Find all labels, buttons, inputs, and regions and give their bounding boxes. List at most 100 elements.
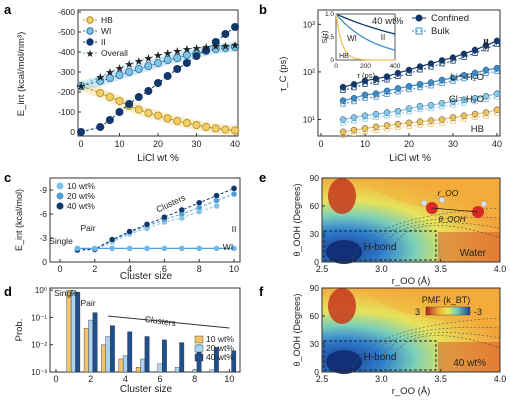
panel-a-line-hb <box>80 85 236 131</box>
panel-f-xlabel: r_OO (Å) <box>392 386 431 397</box>
panel-b-point-bulk <box>373 127 379 133</box>
panel-b-point-bulk <box>439 120 445 126</box>
panel-b-point-bulk <box>417 85 423 91</box>
panel-b-point-bulk <box>428 121 434 127</box>
panel-b-point-bulk <box>439 61 445 67</box>
panel-f-colorbar-min: 3 <box>415 307 420 317</box>
panel-f-colorbar-max: -3 <box>474 307 482 317</box>
panel-a-point-overall: ★ <box>115 63 125 75</box>
panel-b-point-bulk <box>494 110 500 116</box>
panel-f-heatmap-max <box>328 288 356 324</box>
panel-e-xtick-label: 3.0 <box>375 264 388 274</box>
panel-c-point <box>195 199 203 207</box>
panel-f-annot-40wt: 40 wt% <box>453 358 486 369</box>
panel-a-point-hb <box>230 126 239 135</box>
panel-a-point-ii <box>221 29 230 38</box>
panel-letter-d: d <box>4 284 12 299</box>
panel-b-point-bulk <box>340 101 346 107</box>
panel-f-xtick-label: 3.0 <box>375 374 388 384</box>
panel-b-legend-bulk: Bulk <box>431 26 450 37</box>
panel-a-point-overall: ★ <box>201 42 211 54</box>
panel-e-contour <box>387 225 501 263</box>
panel-a-point-overall: ★ <box>153 50 163 62</box>
panel-e-ytick-label: 0 <box>314 257 319 267</box>
panel-f-ytick-label: 60 <box>310 311 320 321</box>
panel-b-point-bulk <box>384 113 390 119</box>
panel-d-annot-pair: Pair <box>80 298 95 308</box>
panel-f-xtick-label: 4.0 <box>494 374 507 384</box>
panel-a-legend-label: II <box>101 37 106 47</box>
panel-d-xtick-label: 10 <box>224 374 234 384</box>
panel-b-legend-marker <box>415 14 423 22</box>
panel-f-colorbar-label: PMF (k_BT) <box>422 295 471 305</box>
panel-b-point-bulk <box>351 98 357 105</box>
panel-letter-e: e <box>259 170 267 185</box>
panel-a-point-hb <box>163 114 172 123</box>
panel-d-xlabel: Cluster size <box>120 384 173 395</box>
panel-c-point <box>230 185 238 192</box>
panel-d-legend-swatch <box>194 344 204 353</box>
panel-d-xtick-label: 8 <box>192 374 197 384</box>
panel-b-xtick-label: 30 <box>448 139 458 149</box>
panel-b-point-bulk <box>494 94 500 100</box>
panel-a-point-wi <box>221 44 230 53</box>
panel-b-point-bulk <box>395 73 401 79</box>
panel-a-point-overall: ★ <box>143 53 153 65</box>
panel-b-series-label-li: Li⁺-H₂O <box>450 72 484 83</box>
panel-b-inset-ytick: 0.5 <box>325 34 334 41</box>
panel-a-point-ii <box>144 87 153 96</box>
panel-a-xtick-label: 10 <box>114 139 124 149</box>
panel-b-point-bulk <box>483 96 489 103</box>
panel-d-cluster-bracket <box>107 315 230 329</box>
panel-b-xtick-label: 10 <box>360 139 370 149</box>
panel-a-point-wi <box>144 62 153 71</box>
panel-d-bar <box>161 339 167 373</box>
panel-c-series-line <box>77 205 217 251</box>
panel-e-hbond-box <box>323 230 437 261</box>
panel-b-point-bulk <box>417 122 423 128</box>
panel-e-annot-water: Water <box>460 248 487 259</box>
panel-c-wi-point <box>213 245 220 252</box>
panel-c-xtick-label: 2 <box>92 264 97 274</box>
panel-d-legend-label: 40 wt% <box>206 352 234 362</box>
panel-c-wi-point <box>92 245 98 252</box>
panel-b-line-bulk <box>342 43 498 91</box>
panel-a-ytick-label: -300 <box>58 67 75 77</box>
panel-d-ytick-label: 10⁰ <box>35 286 47 295</box>
panel-b-legend-confined: Confined <box>431 13 469 24</box>
panel-a-point-hb <box>153 111 162 120</box>
panel-d-bar <box>70 289 76 373</box>
panel-b-xtick-label: 20 <box>404 139 414 149</box>
panel-c-point <box>161 213 168 221</box>
panel-c-series-line <box>77 187 235 251</box>
panel-b-inset-ytick: 1.0 <box>325 11 334 18</box>
panel-a-point-hb <box>182 119 191 128</box>
panel-d-bar <box>144 336 150 373</box>
panel-f-xtick-label: 2.5 <box>316 374 329 384</box>
panel-d-legend-label: 20 wt% <box>206 343 234 353</box>
panel-b-point-bulk <box>395 89 401 95</box>
panel-a-point-overall: ★ <box>134 56 144 68</box>
panel-c-xtick-label: 8 <box>197 264 202 274</box>
panel-e-xtick-label: 3.5 <box>434 264 447 274</box>
panel-a-point-wi <box>125 68 134 77</box>
panel-f-ytick-label: 0 <box>314 367 319 377</box>
panel-b-point-bulk <box>373 114 379 121</box>
panel-a-line-wi <box>80 46 236 87</box>
panel-c-legend-label: 10 wt% <box>67 181 95 191</box>
panel-b-point-bulk <box>450 58 456 64</box>
panel-a-point-wi <box>134 65 143 74</box>
panel-a-point-hb <box>211 124 220 133</box>
panel-c-xtick-label: 10 <box>229 264 239 274</box>
panel-a-point-ii <box>163 72 172 81</box>
panel-f-frame <box>321 287 501 373</box>
panel-a-ytick-label: -200 <box>58 87 75 97</box>
panel-b-series-label-hb: HB <box>471 124 484 135</box>
panel-a-point-overall: ★ <box>105 67 115 79</box>
panel-c-annot-single: Single <box>49 236 73 246</box>
panel-b-inset-frame <box>335 13 396 61</box>
panel-d-legend-swatch <box>194 353 204 362</box>
panel-a-point-ii <box>182 59 191 68</box>
panel-letter-b: b <box>259 2 267 17</box>
panel-a-legend-label: Overall <box>101 48 128 58</box>
